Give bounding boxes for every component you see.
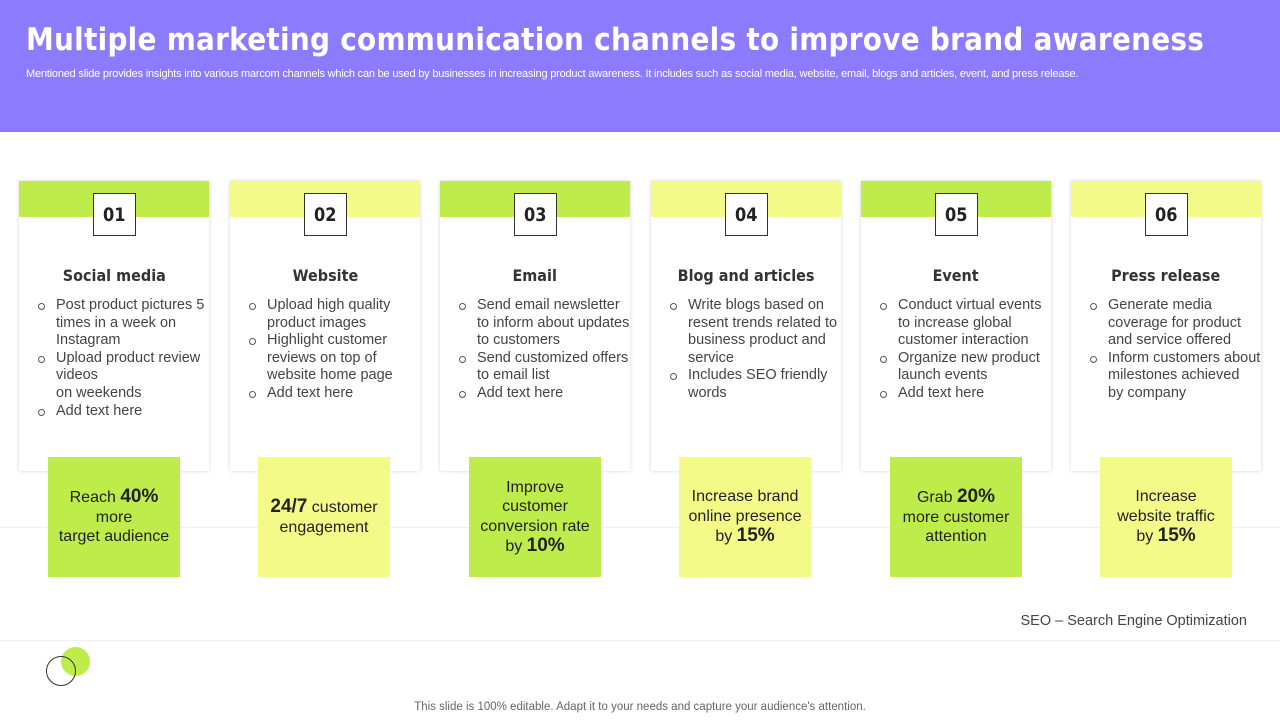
card-number: 06	[1145, 193, 1188, 236]
stat-box-blog-and-articles: Increase brand online presence by 15%	[679, 457, 811, 577]
bullet-item: Add text here	[879, 385, 1051, 403]
channel-card-press-release: 06 Press release Generate media coverage…	[1071, 181, 1261, 471]
slide-subtitle: Mentioned slide provides insights into v…	[26, 68, 1079, 80]
bullet-item: Post product pictures 5 times in a week …	[37, 297, 209, 350]
card-title: Event	[932, 266, 980, 285]
stat-text: Improve customer conversion rate by 10%	[480, 478, 590, 556]
header-banner: Multiple marketing communication channel…	[0, 0, 1280, 132]
bullet-item: Add text here	[248, 385, 420, 403]
card-number: 04	[725, 193, 768, 236]
stat-highlight: 40%	[120, 486, 159, 508]
bullet-item: Organize new product launch events	[879, 350, 1051, 385]
card-number: 03	[514, 193, 557, 236]
seo-footnote: SEO – Search Engine Optimization	[1020, 613, 1247, 629]
bullet-item: Conduct virtual events to increase globa…	[879, 297, 1051, 350]
stat-box-website: 24/7 customer engagement	[258, 457, 390, 577]
bullet-item: Write blogs based on resent trends relat…	[669, 297, 841, 367]
stat-highlight: 15%	[736, 525, 775, 547]
bullet-item: Add text here	[458, 385, 630, 403]
bullet-item: Send email newsletter to inform about up…	[458, 297, 630, 350]
channel-card-email: 03 Email Send email newsletter to inform…	[440, 181, 630, 471]
slide-title: Multiple marketing communication channel…	[26, 22, 1205, 58]
card-number: 01	[93, 193, 136, 236]
stat-text: Grab 20% more customer attention	[902, 486, 1010, 546]
card-title: Website	[292, 266, 358, 285]
stat-text: 24/7 customer engagement	[270, 496, 378, 536]
channel-card-event: 05 Event Conduct virtual events to incre…	[861, 181, 1051, 471]
stat-highlight: 20%	[956, 486, 996, 508]
card-title: Social media	[62, 266, 166, 285]
background-band	[0, 527, 1280, 641]
stat-highlight: 24/7	[270, 496, 308, 517]
card-title: Blog and articles	[677, 266, 815, 285]
bullet-item: Add text here	[37, 403, 209, 421]
stat-box-social-media: Reach 40% more target audience	[48, 457, 180, 577]
bullet-item: Highlight customer reviews on top of web…	[248, 332, 420, 385]
channel-card-website: 02 Website Upload high quality product i…	[230, 181, 420, 471]
bullet-list: Send email newsletter to inform about up…	[458, 297, 630, 403]
stat-highlight: 15%	[1157, 525, 1196, 547]
card-title: Email	[512, 266, 558, 285]
bullet-item: Includes SEO friendly words	[669, 367, 841, 402]
bullet-list: Conduct virtual events to increase globa…	[879, 297, 1051, 403]
stat-text: Increase website traffic by 15%	[1117, 488, 1215, 547]
stat-box-press-release: Increase website traffic by 15%	[1100, 457, 1232, 577]
decorative-ring-icon	[46, 656, 76, 686]
bullet-item: Upload high quality product images	[248, 297, 420, 332]
bullet-item: Generate media coverage for product and …	[1089, 297, 1261, 350]
bullet-list: Write blogs based on resent trends relat…	[669, 297, 841, 403]
channel-card-social-media: 01 Social media Post product pictures 5 …	[19, 181, 209, 471]
bullet-list: Generate media coverage for product and …	[1089, 297, 1261, 403]
bullet-item: Send customized offers to email list	[458, 350, 630, 385]
bullet-item: Inform customers about milestones achiev…	[1089, 350, 1261, 403]
channel-card-blog-and-articles: 04 Blog and articles Write blogs based o…	[651, 181, 841, 471]
bullet-list: Upload high quality product images Highl…	[248, 297, 420, 403]
stat-box-event: Grab 20% more customer attention	[890, 457, 1022, 577]
card-title: Press release	[1111, 266, 1221, 285]
bullet-item: Upload product review videos on weekends	[37, 350, 209, 403]
stat-text: Reach 40% more target audience	[58, 486, 170, 546]
stat-highlight: 10%	[526, 535, 565, 556]
card-number: 02	[304, 193, 347, 236]
bullet-list: Post product pictures 5 times in a week …	[37, 297, 209, 420]
editable-note: This slide is 100% editable. Adapt it to…	[414, 701, 866, 713]
stat-box-email: Improve customer conversion rate by 10%	[469, 457, 601, 577]
card-number: 05	[935, 193, 978, 236]
stat-text: Increase brand online presence by 15%	[688, 488, 802, 547]
